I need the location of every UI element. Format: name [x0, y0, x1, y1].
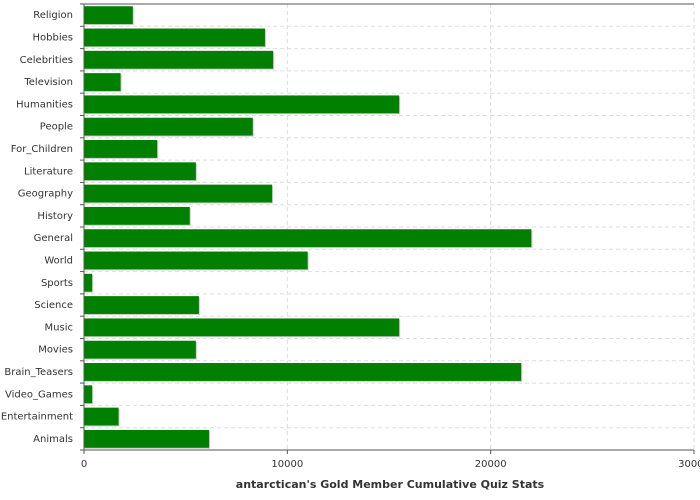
- y-tick-label: For_Children: [11, 144, 73, 155]
- bar: [84, 206, 190, 225]
- y-tick-label: General: [34, 233, 73, 244]
- y-tick-label: Humanities: [16, 99, 73, 110]
- bar: [84, 162, 196, 181]
- bar: [84, 184, 273, 203]
- bar: [84, 95, 400, 114]
- bar: [84, 296, 199, 314]
- x-tick-label: 30000: [678, 459, 700, 470]
- y-tick-label: Brain_Teasers: [4, 367, 73, 378]
- bar: [84, 28, 265, 47]
- y-tick-label: Celebrities: [20, 55, 73, 66]
- y-tick-label: Hobbies: [33, 32, 73, 43]
- y-tick-label: Music: [45, 322, 73, 333]
- y-tick-label: Sports: [41, 278, 73, 289]
- y-tick-label: Science: [34, 300, 73, 311]
- y-tick-label: Entertainment: [1, 412, 73, 423]
- bar: [84, 117, 253, 136]
- y-tick-label: Video_Games: [5, 389, 73, 400]
- x-tick-label: 20000: [475, 459, 507, 470]
- x-tick-label: 10000: [271, 459, 303, 470]
- bar: [84, 50, 274, 69]
- bar: [84, 385, 93, 404]
- y-tick-label: History: [37, 211, 73, 222]
- bar: [84, 6, 133, 25]
- bar: [84, 340, 196, 359]
- y-tick-label: Religion: [33, 10, 73, 21]
- bar: [84, 407, 119, 426]
- bar: [84, 229, 532, 248]
- bar: [84, 429, 210, 448]
- y-tick-label: World: [44, 255, 73, 266]
- x-axis-title: antarctican's Gold Member Cumulative Qui…: [236, 478, 545, 491]
- y-tick-label: Television: [23, 77, 73, 88]
- y-tick-label: Literature: [24, 166, 73, 177]
- y-tick-label: Movies: [38, 345, 73, 356]
- bar: [84, 363, 522, 381]
- y-tick-label: Geography: [18, 189, 73, 200]
- bar: [84, 273, 93, 292]
- bar: [84, 318, 400, 337]
- bar: [84, 251, 308, 270]
- y-tick-label: Animals: [33, 434, 73, 445]
- bar: [84, 73, 121, 91]
- x-tick-label: 0: [81, 459, 87, 470]
- bar: [84, 140, 158, 158]
- y-tick-label: People: [40, 122, 73, 133]
